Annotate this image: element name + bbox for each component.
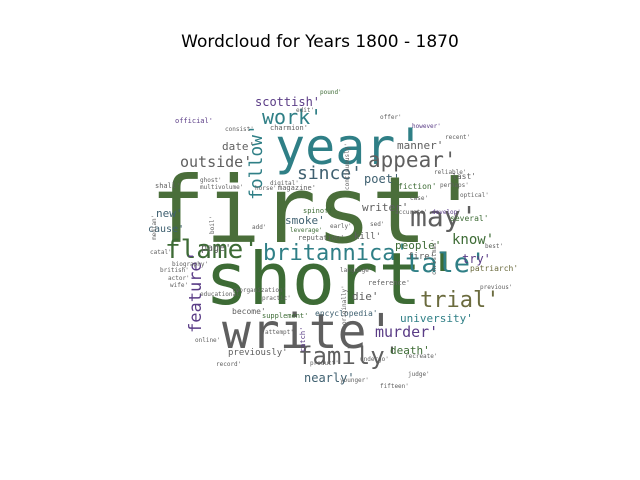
word-cloud-word: sed': [370, 221, 385, 228]
word-cloud-word: kill': [354, 232, 382, 242]
word-cloud-word: reorganization': [232, 287, 287, 294]
word-cloud-word: horse': [255, 185, 277, 192]
word-cloud-word: people': [395, 239, 442, 252]
word-cloud-word: shall': [155, 182, 181, 190]
word-cloud-word: catch': [299, 326, 307, 352]
word-cloud-word: manner': [397, 139, 444, 152]
word-cloud-word: early': [330, 223, 352, 230]
word-cloud-word: best': [485, 243, 504, 250]
word-cloud-word: magazine': [278, 184, 316, 192]
word-cloud-word: cause': [148, 224, 185, 235]
word-cloud-word: poet': [364, 172, 401, 186]
word-cloud-word: add': [252, 224, 267, 231]
word-cloud-word: since': [297, 163, 363, 184]
word-cloud-word: educational': [200, 291, 244, 298]
word-cloud-word: fifteen': [380, 383, 409, 390]
word-cloud-word: spinoff': [303, 207, 337, 215]
word-cloud-word: know': [452, 232, 495, 248]
word-cloud-word: become': [232, 307, 266, 316]
word-cloud-word: trial': [420, 288, 500, 313]
word-cloud-word: outside': [180, 153, 253, 171]
word-cloud-word: scottish': [255, 95, 321, 109]
word-cloud-word: work': [262, 105, 323, 129]
word-cloud-word: write': [222, 304, 396, 360]
word-cloud-word: supplement': [262, 312, 309, 320]
word-cloud-word: encyclopedia': [315, 309, 378, 318]
word-cloud-word: several': [450, 214, 489, 223]
word-cloud-word: median': [151, 214, 158, 240]
word-cloud-word: offer': [380, 114, 402, 121]
word-cloud-word: fiction': [398, 182, 437, 191]
word-cloud-word: originally': [341, 285, 348, 325]
word-cloud-word: writer': [362, 201, 409, 214]
word-cloud-word: short': [205, 237, 466, 321]
word-cloud-word: product': [310, 360, 339, 367]
word-cloud-word: case': [410, 195, 429, 202]
word-cloud-word: fire': [408, 252, 436, 262]
word-cloud-word: develop': [432, 209, 461, 216]
word-cloud-word: british': [160, 267, 189, 274]
word-cloud-word: younger': [340, 377, 369, 384]
word-cloud-word: may': [410, 200, 478, 233]
word-cloud-word: patriarch': [470, 264, 519, 273]
word-cloud-word: last': [452, 172, 477, 181]
word-cloud-word: continuously': [344, 143, 351, 190]
word-cloud-word: smoke': [285, 214, 325, 227]
word-cloud-word: new': [156, 207, 183, 220]
word-cloud-word: accurate': [395, 209, 428, 216]
word-cloud-word: reference': [368, 279, 411, 287]
word-cloud-word: reputation': [298, 234, 345, 242]
word-cloud-word: flame': [165, 235, 259, 265]
word-cloud-word: university': [400, 312, 473, 325]
word-cloud-word: ghost': [200, 177, 222, 184]
word-cloud-word: charmion': [270, 124, 308, 132]
word-cloud-word: recreate': [405, 353, 438, 360]
word-cloud-word: edit': [296, 107, 315, 114]
word-cloud-word: appear': [368, 148, 457, 172]
word-cloud-word: undergo': [360, 356, 389, 363]
word-cloud-word: optical': [460, 192, 489, 199]
word-cloud-word: language': [340, 267, 373, 274]
word-cloud-word: nearly': [304, 371, 355, 385]
word-cloud-word: death': [390, 344, 430, 357]
word-cloud-word: date': [222, 140, 256, 153]
word-cloud-word: britannica': [263, 241, 409, 266]
word-cloud-word: consist': [225, 126, 254, 133]
word-cloud-word: official': [175, 117, 213, 125]
word-cloud-word: pound': [320, 89, 342, 96]
word-cloud-word: previously': [228, 348, 288, 358]
word-cloud-word: judge': [408, 371, 430, 378]
word-cloud-word: try': [462, 252, 491, 266]
word-cloud-word: practic': [262, 295, 291, 302]
word-cloud-word: previous': [480, 284, 513, 291]
word-cloud-word: die': [352, 290, 379, 303]
word-cloud-word: online': [195, 337, 221, 344]
word-cloud-word: perhaps': [440, 182, 469, 189]
word-cloud-word: catal': [150, 249, 172, 256]
word-cloud-word: attempt': [265, 329, 294, 336]
chart-title: Wordcloud for Years 1800 - 1870: [181, 32, 459, 52]
word-cloud-word: recent': [445, 134, 471, 141]
word-cloud-word: record': [216, 361, 242, 368]
word-cloud-word: year': [275, 118, 426, 176]
word-cloud-word: boil': [209, 215, 216, 234]
word-cloud-word: wife': [170, 282, 189, 289]
word-cloud-word: family': [298, 342, 400, 370]
word-cloud-word: biography': [172, 261, 209, 268]
word-cloud-word: actor': [168, 275, 190, 282]
word-cloud-word: however': [412, 123, 441, 130]
word-cloud-word: reliable': [434, 169, 467, 176]
word-cloud-word: murder': [375, 323, 439, 341]
word-cloud-word: leverage': [290, 227, 323, 234]
word-cloud-word: digital': [270, 180, 299, 187]
word-cloud-word: first': [150, 157, 483, 264]
word-cloud-word: multivolume': [200, 184, 244, 191]
word-cloud-word: page': [201, 243, 232, 254]
word-cloud-word: tale': [405, 248, 487, 279]
word-cloud-word: christmas': [431, 238, 438, 275]
